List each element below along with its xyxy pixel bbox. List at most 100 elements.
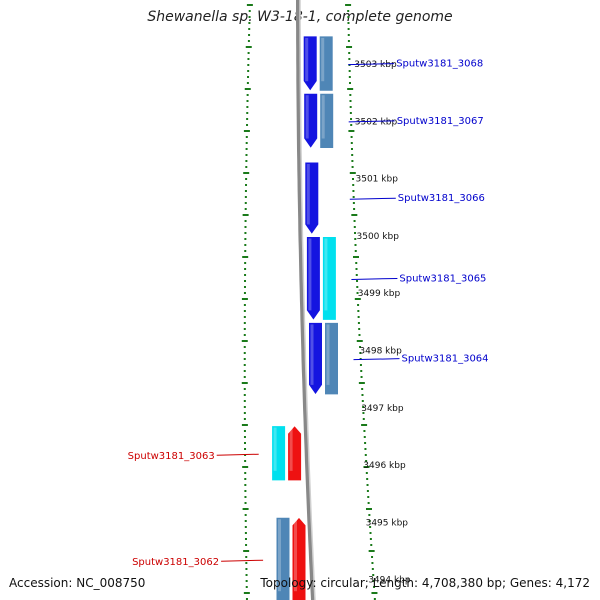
- gc-skew-dot: [354, 250, 357, 252]
- gc-skew-dot: [347, 28, 350, 30]
- feature-cds-Sputw3181_3065: [305, 236, 321, 322]
- gc-skew-dot: [246, 100, 249, 102]
- feature-shade: [308, 238, 312, 311]
- feature-cds-Sputw3181_3068: [302, 35, 318, 93]
- gc-skew-dot: [244, 244, 247, 246]
- gc-skew-dot: [244, 226, 247, 228]
- gc-skew-dot: [362, 412, 365, 414]
- gc-skew-dot: [243, 412, 246, 414]
- gc-skew-dot: [243, 304, 246, 306]
- gc-skew-dot: [244, 250, 247, 252]
- gene-label-Sputw3181_3068: Sputw3181_3068: [396, 59, 483, 70]
- gc-skew-dot: [244, 460, 247, 462]
- gc-skew-dot: [355, 262, 358, 264]
- gc-skew-dot: [355, 274, 358, 276]
- gc-skew-dot: [244, 262, 247, 264]
- gc-skew-dot: [357, 316, 360, 318]
- gc-skew-dot: [349, 112, 352, 114]
- gc-skew-dot: [368, 550, 375, 552]
- gc-skew-dot: [364, 448, 367, 450]
- gc-skew-dot: [245, 562, 248, 564]
- gene-label-Sputw3181_3062: Sputw3181_3062: [132, 557, 219, 568]
- gc-skew-dot: [360, 376, 363, 378]
- feature-tracks: [271, 35, 339, 600]
- gc-skew-dot: [246, 94, 249, 96]
- gc-skew-dot: [246, 82, 249, 84]
- gc-skew-dot: [358, 382, 365, 384]
- gc-skew-dot: [244, 520, 247, 522]
- gc-skew-dot: [245, 178, 248, 180]
- gc-skew-dot: [350, 148, 353, 150]
- gc-skew-dot: [356, 340, 363, 342]
- gc-skew-dot: [347, 88, 354, 90]
- backbone-line: [296, 0, 315, 600]
- gc-skew-dot: [242, 214, 249, 216]
- gc-skew-dot: [357, 304, 360, 306]
- gc-skew-dot: [243, 358, 246, 360]
- feature-cds-Sputw3181_3063: [287, 424, 303, 482]
- gc-skew-dot: [246, 106, 249, 108]
- gc-skew-dot: [241, 382, 248, 384]
- gc-skew-dot: [246, 124, 249, 126]
- gc-skew-dot: [358, 334, 361, 336]
- feature-gene-Sputw3181_3064: [324, 321, 339, 396]
- gc-skew-dot: [351, 214, 358, 216]
- gc-skew-dot: [352, 178, 355, 180]
- feature-shade: [305, 37, 309, 82]
- gc-skew-dot: [246, 112, 249, 114]
- gc-skew-dot: [367, 502, 370, 504]
- gc-skew-dot: [243, 370, 246, 372]
- feature-shade: [306, 163, 310, 225]
- feature-shade: [321, 37, 325, 82]
- gc-skew-dot: [362, 418, 365, 420]
- gc-skew-dot: [247, 64, 250, 66]
- gene-labels: Sputw3181_3068 Sputw3181_3067 Sputw3181_30…: [128, 59, 489, 569]
- gc-skew-dot: [361, 394, 364, 396]
- feature-cds-Sputw3181_3066: [304, 161, 320, 236]
- gc-skew-dot: [347, 34, 350, 36]
- gc-skew-dot: [365, 508, 372, 510]
- gc-skew-dot: [348, 70, 351, 72]
- gc-skew-dot: [244, 268, 247, 270]
- gc-skew-dot: [245, 598, 248, 600]
- gc-skew-dot: [247, 52, 250, 54]
- gc-skew-dot: [364, 454, 367, 456]
- feature-shade: [321, 95, 325, 139]
- gc-skew-dot: [243, 286, 246, 288]
- gc-skew-dot: [243, 334, 246, 336]
- gc-skew-dot: [245, 586, 248, 588]
- feature-rna-Sputw3181_3063: [271, 425, 287, 482]
- gc-skew-dot: [244, 526, 247, 528]
- tick-label-3495: 3495 kbp: [366, 518, 409, 528]
- gc-skew-dot: [357, 322, 360, 324]
- gc-skew-dot: [243, 346, 246, 348]
- gc-skew-dot: [243, 364, 246, 366]
- gc-skew-dot: [350, 136, 353, 138]
- feature-rna-Sputw3181_3065: [321, 236, 337, 321]
- gc-skew-dot: [346, 46, 353, 48]
- gene-label-Sputw3181_3064: Sputw3181_3064: [402, 354, 489, 365]
- gc-skew-dot: [351, 166, 354, 168]
- gc-skew-dot: [362, 406, 365, 408]
- gc-skew-dot: [350, 124, 353, 126]
- gc-skew-dot: [244, 202, 247, 204]
- gc-skew-dot: [368, 514, 371, 516]
- gc-skew-dot: [248, 16, 251, 18]
- label-leader: [348, 120, 395, 123]
- gc-skew-dot: [349, 106, 352, 108]
- feature-shade: [324, 238, 328, 311]
- gc-skew-dot: [371, 568, 374, 570]
- gc-skew-dot: [351, 160, 354, 162]
- gc-skew-dot: [244, 448, 247, 450]
- gc-skew-dot: [367, 496, 370, 498]
- gc-skew-dot: [245, 160, 248, 162]
- gc-skew-dot: [243, 406, 246, 408]
- gc-skew-dot: [359, 358, 362, 360]
- gc-skew-dot: [345, 4, 352, 6]
- gc-skew-dot: [372, 574, 375, 576]
- label-leader: [353, 358, 400, 361]
- gc-skew-dot: [248, 10, 251, 12]
- gc-skew-dot: [244, 496, 247, 498]
- gc-skew-dot: [244, 532, 247, 534]
- scale-ticks: 3503 kbp 3502 kbp 3501 kbp 3500 kbp 3499 kbp…: [354, 60, 411, 586]
